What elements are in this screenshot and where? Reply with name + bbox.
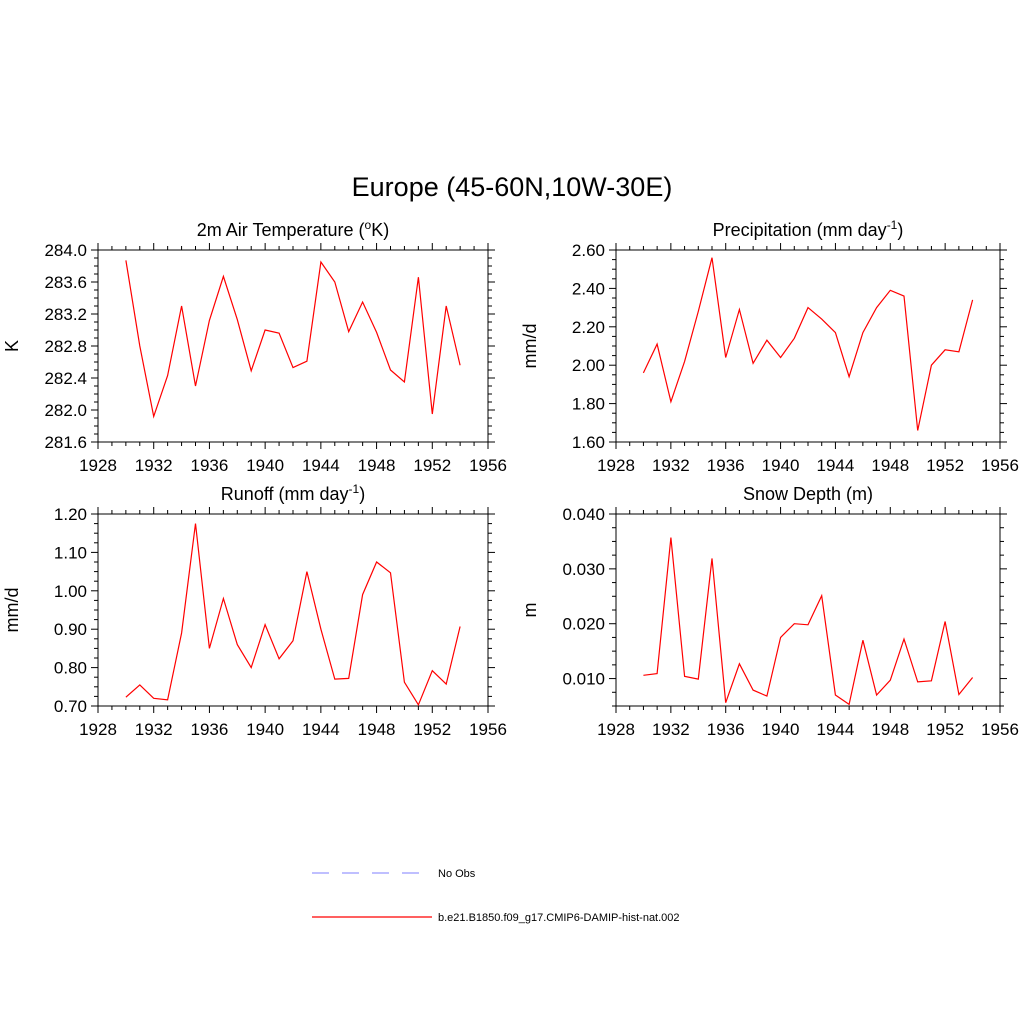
- y-tick-label: 284.0: [44, 241, 87, 260]
- y-tick-label: 282.8: [44, 337, 87, 356]
- panel-title-suffix: K): [371, 220, 389, 240]
- figure-title: Europe (45-60N,10W-30E): [352, 172, 673, 202]
- panel-title: 2m Air Temperature (oK): [197, 218, 389, 240]
- plot-frame: [615, 249, 1001, 443]
- x-tick-label: 1940: [762, 456, 800, 475]
- legend-label: No Obs: [438, 868, 476, 880]
- x-tick-label: 1952: [413, 456, 451, 475]
- panel-title-superscript: o: [365, 218, 372, 232]
- x-tick-label: 1940: [246, 456, 284, 475]
- panel-title-superscript: -1: [349, 482, 360, 496]
- panel-title-text: Precipitation (mm day: [713, 220, 887, 240]
- series-line-1: [125, 523, 461, 707]
- x-tick-label: 1928: [79, 720, 117, 739]
- x-tick-label: 1936: [707, 720, 745, 739]
- y-tick-label: 1.00: [54, 582, 87, 601]
- y-tick-label: 2.20: [572, 318, 605, 337]
- panel-1: 2m Air Temperature (oK) 1928 1932 1936 1940 1…: [2, 218, 507, 475]
- panel-title-text: 2m Air Temperature (: [197, 220, 365, 240]
- y-tick-label: 282.0: [44, 401, 87, 420]
- x-tick-label: 1928: [79, 456, 117, 475]
- y-tick-label: 0.030: [562, 560, 605, 579]
- y-tick-label: 0.70: [54, 697, 87, 716]
- x-tick-label: 1944: [302, 456, 340, 475]
- x-tick-label: 1948: [358, 720, 396, 739]
- series-line-1: [643, 537, 974, 706]
- plot-frame: [97, 249, 489, 443]
- y-tick-label: 1.10: [54, 543, 87, 562]
- x-tick-label: 1956: [469, 456, 507, 475]
- y-tick-label: 0.020: [562, 615, 605, 634]
- x-tick-label: 1948: [871, 720, 909, 739]
- x-tick-label: 1952: [926, 720, 964, 739]
- x-tick-label: 1952: [926, 456, 964, 475]
- panel-title-superscript: -1: [887, 218, 898, 232]
- y-tick-label: 0.90: [54, 620, 87, 639]
- x-tick-label: 1932: [652, 456, 690, 475]
- y-tick-label: 1.60: [572, 433, 605, 452]
- x-tick-label: 1952: [413, 720, 451, 739]
- series-line-1: [125, 260, 461, 419]
- x-tick-label: 1940: [762, 720, 800, 739]
- panel-3: Runoff (mm day-1) 1928 1932 1936 1940 1944 194…: [2, 482, 507, 739]
- plot-frame: [615, 513, 1001, 707]
- x-tick-label: 1940: [246, 720, 284, 739]
- x-tick-label: 1956: [981, 720, 1019, 739]
- y-tick-label: 0.010: [562, 670, 605, 689]
- panel-2: Precipitation (mm day-1) 1928 1932 1936 1940…: [520, 218, 1019, 475]
- y-axis-label: K: [2, 340, 22, 352]
- y-tick-label: 1.80: [572, 395, 605, 414]
- panel-4: Snow Depth (m) 1928 1932 1936 1940 1944 1948 19…: [520, 484, 1019, 739]
- panel-title-suffix: ): [359, 484, 365, 504]
- y-tick-label: 281.6: [44, 433, 87, 452]
- x-tick-label: 1944: [302, 720, 340, 739]
- x-tick-label: 1928: [597, 456, 635, 475]
- x-tick-label: 1932: [652, 720, 690, 739]
- x-tick-label: 1944: [817, 456, 855, 475]
- y-tick-label: 282.4: [44, 369, 87, 388]
- y-tick-label: 283.2: [44, 305, 87, 324]
- y-tick-label: 2.40: [572, 279, 605, 298]
- x-tick-label: 1948: [358, 456, 396, 475]
- y-tick-label: 0.80: [54, 659, 87, 678]
- panel-title-suffix: ): [897, 220, 903, 240]
- y-tick-label: 1.20: [54, 505, 87, 524]
- y-axis-label: mm/d: [2, 588, 22, 633]
- x-tick-label: 1948: [871, 456, 909, 475]
- series-line-1: [642, 257, 974, 431]
- panels: 2m Air Temperature (oK)1928 1932 1936 1940 1…: [2, 218, 1019, 739]
- legend-label: b.e21.B1850.f09_g17.CMIP6-DAMIP-hist-nat…: [438, 912, 680, 924]
- y-tick-label: 2.60: [572, 241, 605, 260]
- y-axis-label: mm/d: [520, 324, 540, 369]
- x-tick-label: 1936: [191, 456, 229, 475]
- y-tick-label: 283.6: [44, 273, 87, 292]
- panel-title: Precipitation (mm day-1): [713, 218, 904, 240]
- x-tick-label: 1956: [981, 456, 1019, 475]
- x-tick-label: 1936: [191, 720, 229, 739]
- x-tick-label: 1928: [597, 720, 635, 739]
- panel-title: Runoff (mm day-1): [221, 482, 365, 504]
- y-axis-label: m: [520, 603, 540, 618]
- panel-title: Snow Depth (m): [743, 484, 873, 504]
- x-tick-label: 1936: [707, 456, 745, 475]
- x-tick-label: 1932: [135, 720, 173, 739]
- legend: No Obs b.e21.B1850.f09_g17.CMIP6-DAMIP-hi…: [312, 868, 680, 924]
- x-tick-label: 1956: [469, 720, 507, 739]
- x-tick-label: 1944: [817, 720, 855, 739]
- panel-title-text: Runoff (mm day: [221, 484, 349, 504]
- panel-title-text: Snow Depth (m): [743, 484, 873, 504]
- y-tick-label: 0.040: [562, 505, 605, 524]
- y-tick-label: 2.00: [572, 356, 605, 375]
- x-tick-label: 1932: [135, 456, 173, 475]
